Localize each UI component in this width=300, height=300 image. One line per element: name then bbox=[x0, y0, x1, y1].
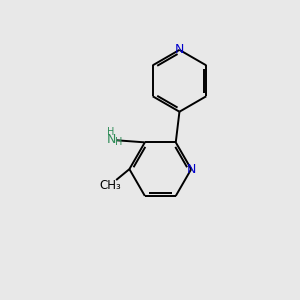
Text: H: H bbox=[107, 127, 115, 137]
Text: N: N bbox=[175, 44, 184, 56]
Text: CH₃: CH₃ bbox=[99, 179, 121, 192]
Text: H: H bbox=[115, 137, 122, 147]
Text: N: N bbox=[106, 133, 116, 146]
Text: N: N bbox=[187, 163, 196, 176]
